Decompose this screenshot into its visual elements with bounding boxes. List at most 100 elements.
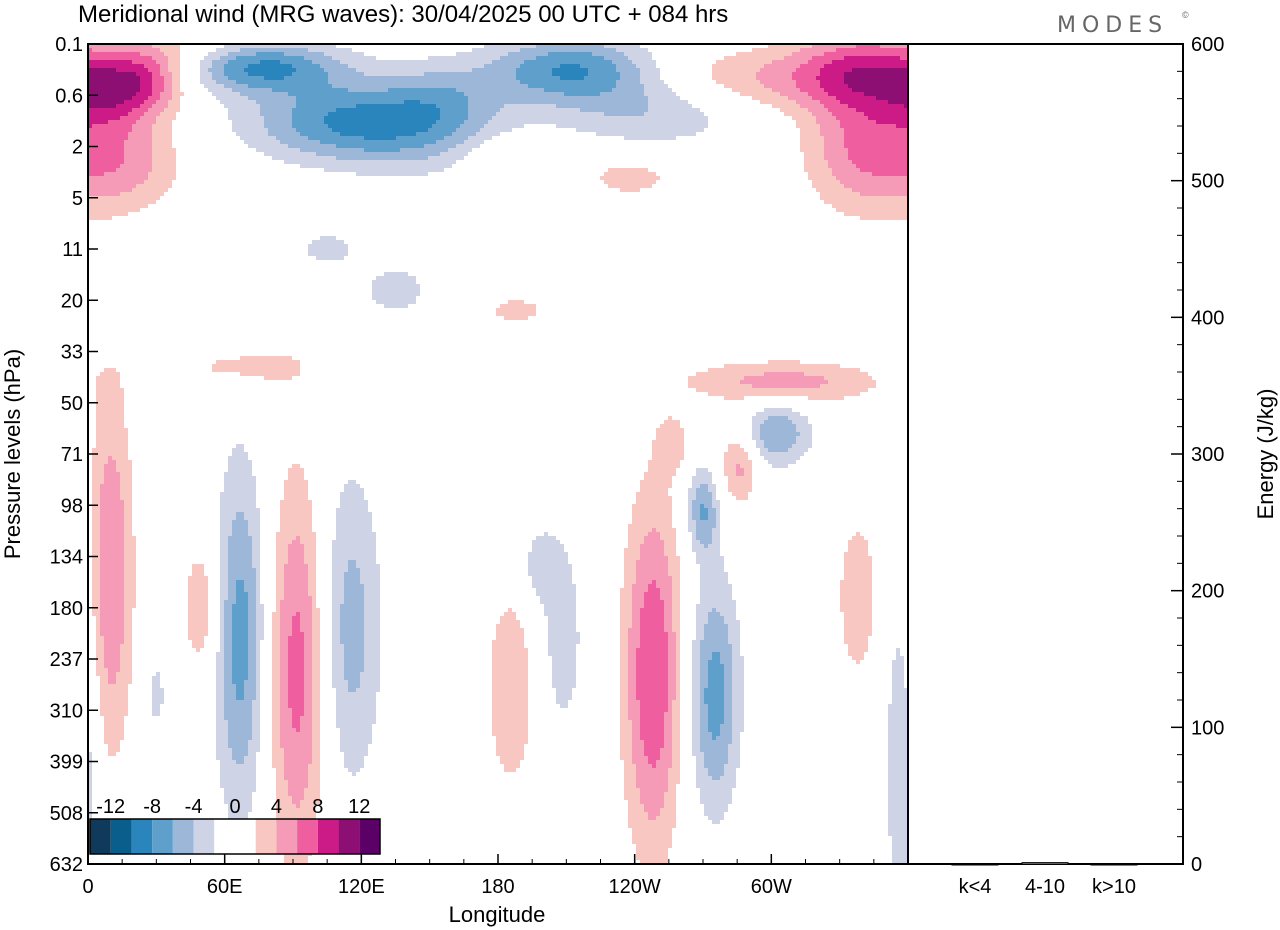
heatmap-cell bbox=[340, 136, 344, 140]
heatmap-cell bbox=[624, 112, 628, 116]
heatmap-cell bbox=[148, 84, 152, 88]
heatmap-cell bbox=[884, 100, 888, 104]
heatmap-cell bbox=[624, 96, 628, 100]
heatmap-cell bbox=[104, 132, 108, 136]
heatmap-cell bbox=[588, 68, 592, 72]
heatmap-cell bbox=[248, 108, 252, 112]
heatmap-cell bbox=[452, 144, 456, 148]
heatmap-cell bbox=[840, 60, 844, 64]
heatmap-cell bbox=[796, 92, 800, 96]
heatmap-cell bbox=[88, 136, 92, 140]
heatmap-cell bbox=[172, 172, 176, 176]
heatmap-cell bbox=[332, 148, 336, 152]
heatmap-cell bbox=[648, 172, 652, 176]
heatmap-cell bbox=[384, 64, 388, 68]
heatmap-cell bbox=[400, 124, 404, 128]
heatmap-cell bbox=[644, 104, 648, 108]
heatmap-cell bbox=[880, 44, 884, 48]
heatmap-cell bbox=[340, 140, 344, 144]
heatmap-cell bbox=[524, 60, 528, 64]
heatmap-cell bbox=[252, 60, 256, 64]
heatmap-cell bbox=[828, 136, 832, 140]
heatmap-cell bbox=[156, 136, 160, 140]
heatmap-cell bbox=[836, 48, 840, 52]
heatmap-cell bbox=[840, 148, 844, 152]
heatmap-cell bbox=[156, 56, 160, 60]
heatmap-cell bbox=[308, 104, 312, 108]
heatmap-cell bbox=[540, 56, 544, 60]
heatmap-cell bbox=[636, 44, 640, 48]
heatmap-cell bbox=[424, 124, 428, 128]
heatmap-cell bbox=[472, 128, 476, 132]
heatmap-cell bbox=[484, 68, 488, 72]
heatmap-cell bbox=[496, 64, 500, 68]
heatmap-cell bbox=[304, 152, 308, 156]
heatmap-cell bbox=[628, 48, 632, 52]
heatmap-cell bbox=[616, 124, 620, 128]
heatmap-cell bbox=[688, 104, 692, 108]
heatmap-cell bbox=[656, 96, 660, 100]
heatmap-cell bbox=[288, 72, 292, 76]
heatmap-cell bbox=[116, 84, 120, 88]
heatmap-cell bbox=[864, 176, 868, 180]
heatmap-cell bbox=[280, 104, 284, 108]
heatmap-cell bbox=[584, 96, 588, 100]
heatmap-cell bbox=[468, 92, 472, 96]
heatmap-cell bbox=[500, 116, 504, 120]
heatmap-cell bbox=[120, 64, 124, 68]
heatmap-cell bbox=[792, 116, 796, 120]
heatmap-cell bbox=[896, 136, 900, 140]
heatmap-cell bbox=[716, 60, 720, 64]
heatmap-cell bbox=[312, 152, 316, 156]
heatmap-cell bbox=[616, 112, 620, 116]
heatmap-cell bbox=[152, 136, 156, 140]
heatmap-cell bbox=[220, 92, 224, 96]
heatmap-cell bbox=[112, 136, 116, 140]
heatmap-cell bbox=[440, 76, 444, 80]
heatmap-cell bbox=[868, 92, 872, 96]
heatmap-cell bbox=[568, 80, 572, 84]
heatmap-cell bbox=[476, 132, 480, 136]
heatmap-cell bbox=[568, 120, 572, 124]
heatmap-cell bbox=[272, 92, 276, 96]
heatmap-cell bbox=[376, 96, 380, 100]
heatmap-cell bbox=[116, 128, 120, 132]
heatmap-cell bbox=[240, 80, 244, 84]
heatmap-cell bbox=[344, 60, 348, 64]
heatmap-cell bbox=[112, 180, 116, 184]
heatmap-cell bbox=[152, 104, 156, 108]
heatmap-cell bbox=[544, 68, 548, 72]
heatmap-cell bbox=[888, 168, 892, 172]
heatmap-cell bbox=[444, 92, 448, 96]
heatmap-cell bbox=[808, 132, 812, 136]
heatmap-cell bbox=[572, 44, 576, 48]
heatmap-cell bbox=[456, 76, 460, 80]
heatmap-cell bbox=[372, 136, 376, 140]
heatmap-cell bbox=[448, 96, 452, 100]
heatmap-cell bbox=[652, 100, 656, 104]
heatmap-cell bbox=[260, 132, 264, 136]
heatmap-cell bbox=[860, 44, 864, 48]
heatmap-cell bbox=[876, 160, 880, 164]
heatmap-cell bbox=[112, 60, 116, 64]
heatmap-cell bbox=[832, 68, 836, 72]
heatmap-cell bbox=[516, 48, 520, 52]
heatmap-cell bbox=[112, 148, 116, 152]
heatmap-cell bbox=[400, 128, 404, 132]
heatmap-cell bbox=[324, 80, 328, 84]
heatmap-cell bbox=[292, 92, 296, 96]
heatmap-cell bbox=[824, 148, 828, 152]
heatmap-cell bbox=[96, 60, 100, 64]
heatmap-cell bbox=[304, 116, 308, 120]
heatmap-cell bbox=[664, 100, 668, 104]
heatmap-cell bbox=[512, 72, 516, 76]
heatmap-cell bbox=[376, 100, 380, 104]
heatmap-cell bbox=[328, 68, 332, 72]
heatmap-cell bbox=[148, 68, 152, 72]
heatmap-cell bbox=[848, 72, 852, 76]
heatmap-cell bbox=[148, 172, 152, 176]
heatmap-cell bbox=[284, 72, 288, 76]
heatmap-cell bbox=[360, 132, 364, 136]
heatmap-cell bbox=[408, 144, 412, 148]
heatmap-cell bbox=[804, 52, 808, 56]
